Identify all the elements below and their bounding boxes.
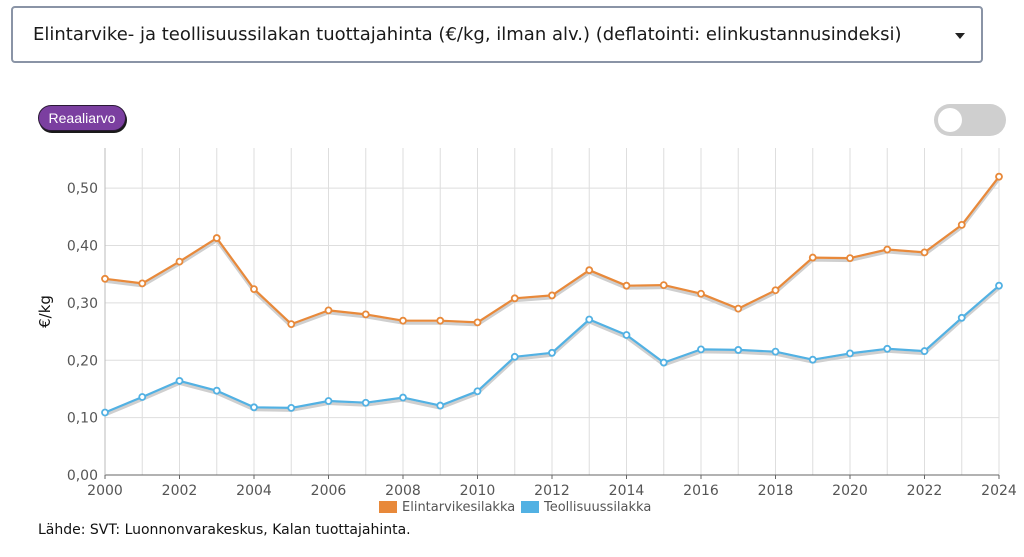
data-point xyxy=(920,248,929,257)
data-point xyxy=(212,386,221,395)
data-point xyxy=(659,281,668,290)
data-point xyxy=(548,348,556,357)
data-point xyxy=(585,266,594,275)
data-point xyxy=(995,281,1003,290)
y-tick-label: 0,00 xyxy=(67,468,98,484)
x-tick-label: 2016 xyxy=(683,483,719,499)
y-tick-label: 0,10 xyxy=(67,411,98,427)
data-point xyxy=(175,257,184,266)
data-point xyxy=(957,313,966,322)
toggle-knob xyxy=(938,108,962,132)
data-point xyxy=(622,281,631,290)
data-point xyxy=(101,274,109,283)
x-tick-label: 2006 xyxy=(311,483,347,499)
data-point xyxy=(585,315,594,324)
x-tick-label: 2018 xyxy=(758,483,794,499)
data-point xyxy=(846,254,854,263)
data-point xyxy=(734,346,743,354)
real-value-badge: Reaaliarvo xyxy=(38,105,126,131)
x-tick-label: 2008 xyxy=(385,483,421,499)
x-tick-label: 2000 xyxy=(87,483,123,499)
x-tick-label: 2002 xyxy=(162,483,198,499)
chevron-down-icon xyxy=(955,33,965,39)
x-tick-label: 2020 xyxy=(832,483,868,499)
data-point xyxy=(287,403,296,412)
data-point xyxy=(212,234,221,242)
data-point xyxy=(324,397,333,405)
y-tick-label: 0,30 xyxy=(67,296,98,312)
data-point xyxy=(510,352,519,361)
line-chart: 0,00 0,10 0,20 0,30 0,40 0,50 2000 2002 2004 2006… xyxy=(36,148,1017,515)
data-point xyxy=(361,398,370,407)
data-point xyxy=(399,316,407,325)
data-point xyxy=(920,347,929,355)
indicator-select[interactable]: Elintarvike- ja teollisuussilakan tuotta… xyxy=(11,6,983,63)
data-point xyxy=(175,377,184,385)
x-tick-label: 2024 xyxy=(981,483,1017,499)
data-point xyxy=(808,253,817,262)
data-point xyxy=(957,220,966,229)
data-point xyxy=(138,279,147,288)
data-point xyxy=(995,172,1003,181)
source-note: Lähde: SVT: Luonnonvarakeskus, Kalan tuo… xyxy=(38,522,411,538)
data-point xyxy=(510,294,519,303)
x-tick-label: 2010 xyxy=(460,483,496,499)
data-point xyxy=(436,316,445,325)
data-point xyxy=(883,245,892,254)
data-point xyxy=(659,358,668,367)
real-value-toggle[interactable] xyxy=(934,104,1006,136)
data-point xyxy=(138,393,147,401)
data-point xyxy=(250,285,258,294)
data-point xyxy=(399,393,407,402)
data-point xyxy=(361,310,370,319)
x-tick-label: 2012 xyxy=(534,483,570,499)
legend-label: Elintarvikesilakka xyxy=(402,500,515,515)
legend-label: Teollisuussilakka xyxy=(543,500,651,515)
data-point xyxy=(101,408,109,417)
data-point xyxy=(771,286,780,295)
data-point xyxy=(324,306,333,315)
data-point xyxy=(846,349,854,358)
data-point xyxy=(734,304,743,313)
y-tick-label: 0,20 xyxy=(67,353,98,369)
legend-swatch xyxy=(379,501,397,513)
data-point xyxy=(697,345,705,354)
data-point xyxy=(250,403,258,412)
data-point xyxy=(436,401,445,410)
x-tick-label: 2004 xyxy=(236,483,272,499)
legend-swatch xyxy=(521,501,539,513)
y-tick-label: 0,50 xyxy=(67,181,98,197)
data-point xyxy=(883,344,892,353)
indicator-select-value: Elintarvike- ja teollisuussilakan tuotta… xyxy=(33,24,902,45)
y-axis-title: €/kg xyxy=(36,295,54,328)
data-point xyxy=(697,289,705,298)
y-tick-label: 0,40 xyxy=(67,239,98,255)
data-point xyxy=(473,387,482,396)
x-tick-label: 2014 xyxy=(609,483,645,499)
data-point xyxy=(808,355,817,364)
data-point xyxy=(548,291,556,300)
data-point xyxy=(473,318,482,327)
data-point xyxy=(771,347,780,356)
x-tick-label: 2022 xyxy=(907,483,943,499)
data-point xyxy=(287,320,296,329)
data-point xyxy=(622,331,631,339)
